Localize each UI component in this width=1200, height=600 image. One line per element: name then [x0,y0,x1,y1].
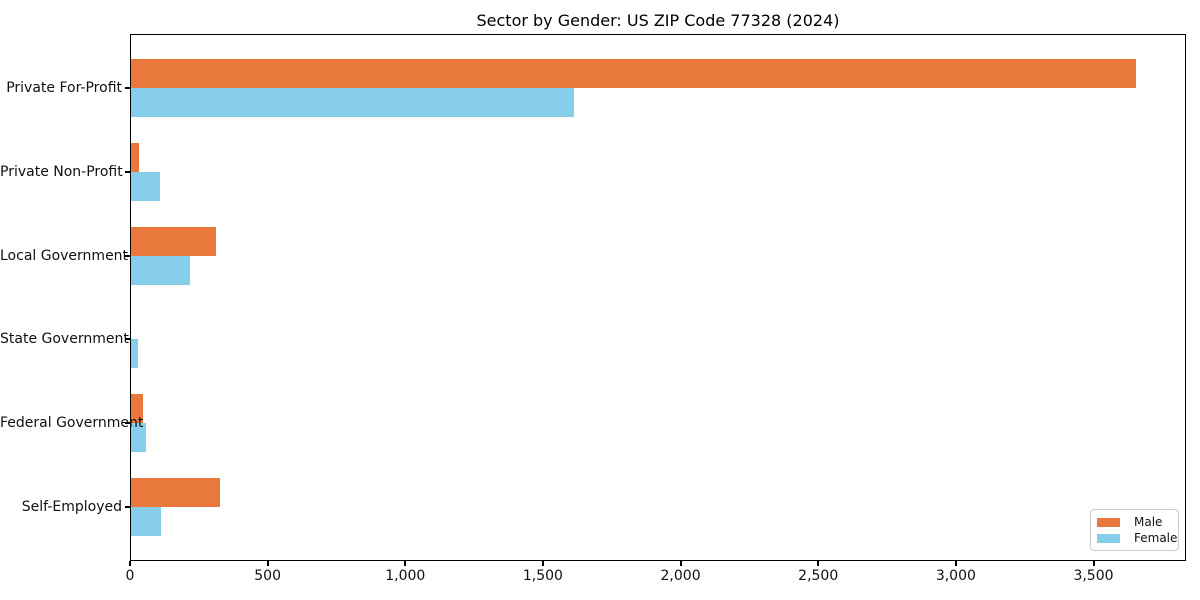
xtick-label-500: 500 [254,568,282,584]
bar-male-local-government [131,227,216,256]
legend-label-male: Male [1134,515,1163,529]
xtick-mark-3000 [954,561,957,566]
bar-male-private-non-profit [131,143,139,172]
ytick-mark-state-government [125,338,130,341]
ytick-label-self-employed: Self-Employed [21,499,122,515]
xtick-label-2500: 2,500 [798,568,839,584]
ytick-mark-local-government [125,254,130,257]
xtick-label-3000: 3,000 [935,568,976,584]
legend: Male Female [1090,509,1179,551]
legend-label-female: Female [1134,531,1178,545]
ytick-label-state-government: State Government [0,331,129,348]
xtick-mark-1000 [404,561,407,566]
xtick-mark-500 [266,561,269,566]
legend-swatch-male-icon [1097,517,1120,527]
xtick-label-1500: 1,500 [522,568,563,584]
ytick-label-federal-government: Federal Government [0,415,144,432]
bar-male-self-employed [131,478,220,507]
ytick-mark-private-for-profit [125,87,130,89]
xtick-label-0: 0 [125,568,135,584]
xtick-label-1000: 1,000 [385,568,426,584]
chart-title: Sector by Gender: US ZIP Code 77328 (202… [476,11,840,30]
ytick-mark-private-non-profit [125,170,130,173]
xtick-mark-3500 [1092,561,1095,566]
xtick-label-3500: 3,500 [1073,568,1114,584]
bar-female-local-government [131,256,190,285]
xtick-label-2000: 2,000 [660,568,701,584]
legend-entry-female: Female [1097,531,1177,545]
bar-female-federal-government [131,423,146,452]
ytick-label-private-non-profit: Private Non-Profit [0,163,123,180]
legend-swatch-female-icon [1097,533,1120,543]
ytick-mark-federal-government [125,422,130,425]
bar-female-self-employed [131,507,161,536]
ytick-mark-self-employed [125,506,130,508]
bar-male-private-for-profit [131,59,1136,88]
xtick-mark-1500 [541,561,544,566]
bar-female-private-non-profit [131,172,160,201]
legend-entry-male: Male [1097,515,1172,529]
bar-female-private-for-profit [131,88,574,117]
xtick-mark-2500 [817,561,820,566]
bar-male-federal-government [131,394,143,423]
ytick-label-local-government: Local Government [0,247,129,264]
bar-female-state-government [131,339,138,368]
plot-area [130,34,1186,561]
xtick-mark-2000 [679,561,682,566]
ytick-label-private-for-profit: Private For-Profit [6,80,122,96]
xtick-mark-0 [129,561,131,566]
